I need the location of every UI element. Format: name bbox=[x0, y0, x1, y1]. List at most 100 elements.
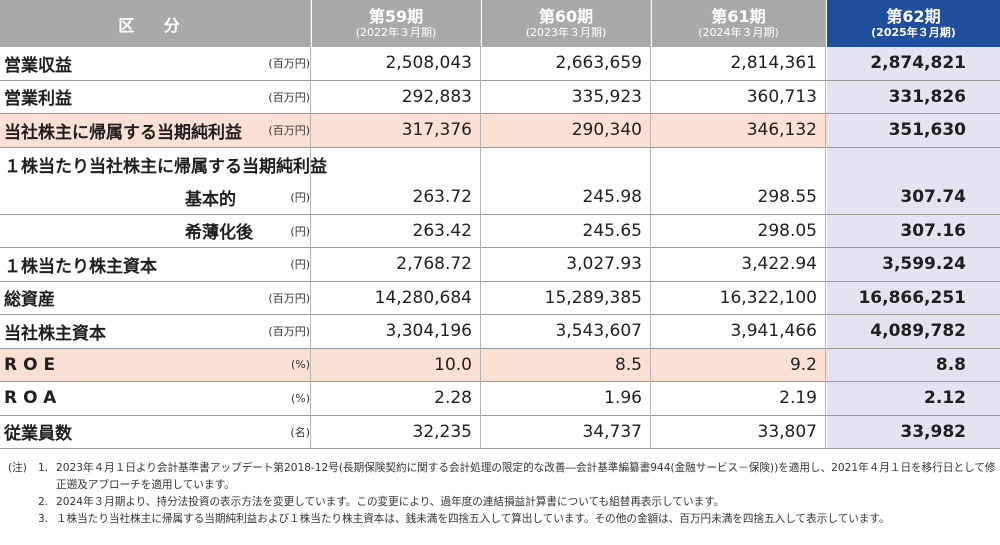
value-62 bbox=[827, 147, 1000, 181]
table-row-shareholders-equity: 当社株主資本 (百万円) 3,304,196 3,543,607 3,941,4… bbox=[0, 315, 1000, 349]
footnote-number: 3. bbox=[38, 513, 49, 525]
value-59: 317,376 bbox=[401, 120, 472, 141]
value-60: 3,543,607 bbox=[555, 321, 642, 342]
row-label: 基本的 bbox=[185, 189, 236, 210]
value-62: 351,630 bbox=[827, 114, 1000, 147]
row-unit: (%) bbox=[290, 358, 310, 372]
table-header: 区 分 第59期 (2022年３月期) 第60期 (2023年３月期) 第61期… bbox=[0, 0, 1000, 47]
row-unit: (円) bbox=[290, 224, 310, 238]
row-unit: (円) bbox=[290, 191, 310, 205]
period-sub: (2024年３月期) bbox=[698, 26, 779, 39]
period-sub: (2023年３月期) bbox=[525, 26, 607, 39]
row-label: 営業収益 bbox=[4, 55, 72, 76]
header-period-62: 第62期 (2025年３月期) bbox=[827, 0, 1000, 47]
footnote-text: １株当たり当社株主に帰属する当期純利益および１株当たり株主資本は、銭未満を四捨五… bbox=[56, 513, 890, 525]
value-62: 307.74 bbox=[827, 181, 1000, 214]
period-label: 第62期 bbox=[886, 7, 941, 26]
table-row-operating-revenue: 営業収益 (百万円) 2,508,043 2,663,659 2,814,361… bbox=[0, 47, 1000, 81]
period-label: 第59期 bbox=[368, 7, 424, 26]
value-60: 245.65 bbox=[582, 220, 642, 241]
value-60: 8.5 bbox=[614, 354, 642, 375]
table-row-operating-income: 営業利益 (百万円) 292,883 335,923 360,713 331,8… bbox=[0, 80, 1000, 114]
value-61: 2,814,361 bbox=[730, 53, 817, 74]
row-label: ROE bbox=[4, 354, 62, 375]
row-label: 総資産 bbox=[4, 290, 55, 311]
row-unit: (百万円) bbox=[268, 90, 310, 104]
row-label: 当社株主に帰属する当期純利益 bbox=[4, 122, 242, 143]
row-unit: (百万円) bbox=[268, 325, 310, 339]
header-category: 区 分 bbox=[0, 0, 310, 47]
value-59: 32,235 bbox=[412, 421, 472, 442]
value-61: 33,807 bbox=[757, 421, 817, 442]
value-61: 16,322,100 bbox=[719, 287, 817, 308]
footnote-item: 2. 2024年３月期より、持分法投資の表示方法を変更しています。この変更により… bbox=[0, 494, 1000, 511]
value-60: 290,340 bbox=[571, 120, 642, 141]
row-label: 希薄化後 bbox=[185, 223, 253, 244]
table-row-employees: 従業員数 (名) 32,235 34,737 33,807 33,982 bbox=[0, 415, 1000, 449]
value-59: 3,304,196 bbox=[385, 321, 472, 342]
value-62: 2.12 bbox=[827, 382, 1000, 415]
period-sub: (2022年３月期) bbox=[355, 26, 437, 39]
footnote-item: (注) 1. 2023年４月１日より会計基準書アップデート第2018-12号(長… bbox=[0, 460, 1000, 494]
value-59: 263.42 bbox=[412, 220, 472, 241]
value-61: 298.55 bbox=[757, 187, 817, 208]
footnote-prefix: (注) bbox=[8, 462, 27, 474]
row-label: ROA bbox=[4, 388, 63, 409]
table-row-bps: １株当たり株主資本 (円) 2,768.72 3,027.93 3,422.94… bbox=[0, 248, 1000, 282]
row-unit: (百万円) bbox=[268, 291, 310, 305]
value-59: 2,768.72 bbox=[396, 254, 472, 275]
row-unit: (名) bbox=[290, 425, 310, 439]
table-row-eps-basic: 基本的 (円) 263.72 245.98 298.55 307.74 bbox=[0, 181, 1000, 215]
value-61: 9.2 bbox=[789, 354, 817, 375]
table-row-eps-diluted: 希薄化後 (円) 263.42 245.65 298.05 307.16 bbox=[0, 214, 1000, 248]
period-label: 第61期 bbox=[711, 7, 766, 26]
column-divider bbox=[650, 0, 651, 448]
value-62: 2,874,821 bbox=[827, 47, 1000, 80]
footnote-text: 2024年３月期より、持分法投資の表示方法を変更しています。この変更により、過年… bbox=[56, 496, 725, 508]
table-row-eps-heading: １株当たり当社株主に帰属する当期純利益 bbox=[0, 147, 1000, 181]
value-60: 3,027.93 bbox=[566, 254, 642, 275]
value-60: 245.98 bbox=[582, 187, 642, 208]
value-61: 3,941,466 bbox=[730, 321, 817, 342]
value-61: 3,422.94 bbox=[741, 254, 817, 275]
value-59: 2,508,043 bbox=[385, 53, 472, 74]
period-sub: (2025年３月期) bbox=[871, 26, 956, 39]
value-60: 335,923 bbox=[571, 86, 642, 107]
column-divider bbox=[825, 0, 826, 448]
table-row-roa: ROA (%) 2.28 1.96 2.19 2.12 bbox=[0, 382, 1000, 416]
table-row-total-assets: 総資産 (百万円) 14,280,684 15,289,385 16,322,1… bbox=[0, 281, 1000, 315]
value-62: 307.16 bbox=[827, 214, 1000, 247]
footnote-text: 2023年４月１日より会計基準書アップデート第2018-12号(長期保険契約に関… bbox=[56, 462, 996, 491]
header-period-60: 第60期 (2023年３月期) bbox=[482, 0, 650, 47]
row-unit: (百万円) bbox=[268, 57, 310, 71]
value-61: 360,713 bbox=[746, 86, 817, 107]
value-62: 33,982 bbox=[827, 415, 1000, 448]
value-60: 15,289,385 bbox=[544, 287, 642, 308]
row-label: １株当たり当社株主に帰属する当期純利益 bbox=[4, 156, 327, 177]
row-label: 従業員数 bbox=[4, 424, 72, 445]
value-60: 2,663,659 bbox=[555, 53, 642, 74]
value-62: 16,866,251 bbox=[827, 281, 1000, 314]
period-label: 第60期 bbox=[538, 7, 594, 26]
value-60: 34,737 bbox=[582, 421, 642, 442]
footnote-number: 1. bbox=[38, 462, 49, 474]
value-61: 298.05 bbox=[757, 220, 817, 241]
row-label: 営業利益 bbox=[4, 89, 72, 110]
value-62: 3,599.24 bbox=[827, 248, 1000, 281]
value-62: 4,089,782 bbox=[827, 315, 1000, 348]
value-60: 1.96 bbox=[604, 388, 642, 409]
header-period-59: 第59期 (2022年３月期) bbox=[312, 0, 480, 47]
value-61: 346,132 bbox=[746, 120, 817, 141]
footnotes: (注) 1. 2023年４月１日より会計基準書アップデート第2018-12号(長… bbox=[0, 460, 1000, 528]
column-divider bbox=[310, 0, 311, 448]
row-unit: (%) bbox=[290, 391, 310, 405]
footnote-number: 2. bbox=[38, 496, 49, 508]
table-row-roe: ROE (%) 10.0 8.5 9.2 8.8 bbox=[0, 348, 1000, 382]
value-59: 263.72 bbox=[412, 187, 472, 208]
row-unit: (円) bbox=[290, 258, 310, 272]
value-62: 331,826 bbox=[827, 80, 1000, 113]
column-divider bbox=[480, 0, 481, 448]
table-row-net-income: 当社株主に帰属する当期純利益 (百万円) 317,376 290,340 346… bbox=[0, 114, 1000, 148]
value-59: 14,280,684 bbox=[374, 287, 472, 308]
header-period-61: 第61期 (2024年３月期) bbox=[652, 0, 825, 47]
